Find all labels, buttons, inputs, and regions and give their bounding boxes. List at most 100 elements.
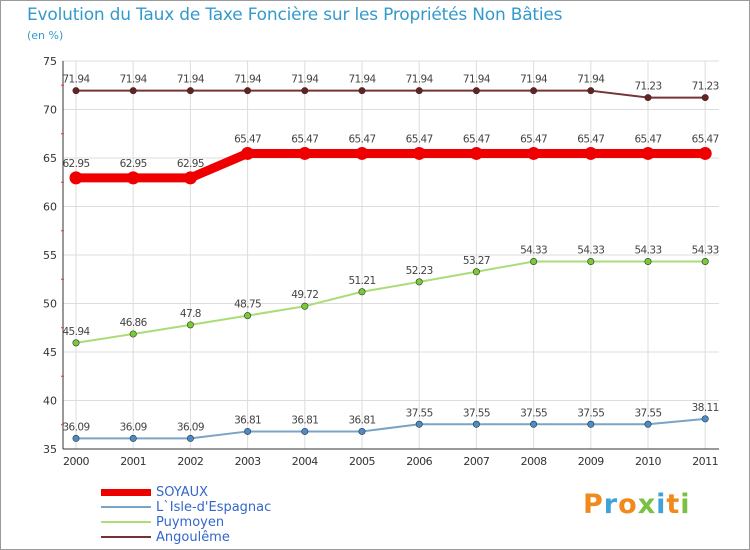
data-label-puymoyen: 52.23 [406,265,433,277]
data-point-angoul-me [186,87,194,95]
data-point-l-isle-d-espagnac [186,434,194,442]
series-line-l-isle-d-espagnac [75,417,707,440]
data-label-soyaux: 65.47 [692,133,719,145]
data-point-puymoyen [301,302,309,310]
data-label-puymoyen: 53.27 [463,255,490,267]
logo-letter: x [637,489,657,520]
legend-swatch-isle-d-espagnac [101,506,151,508]
data-point-soyaux [469,146,483,160]
data-label-puymoyen: 51.21 [348,275,375,287]
data-label-l-isle-d-espagnac: 36.09 [62,421,89,433]
data-label-angoul-me: 71.94 [406,74,434,86]
data-point-l-isle-d-espagnac [530,420,538,428]
data-label-l-isle-d-espagnac: 38.11 [692,402,719,414]
data-point-l-isle-d-espagnac [587,420,595,428]
y-unit-label: (en %) [27,29,64,42]
legend-swatch-soyaux [101,489,151,496]
y-tick-label: 50 [43,298,57,311]
data-label-angoul-me: 71.94 [234,74,262,86]
legend-label-soyaux: SOYAUX [156,485,209,500]
data-point-l-isle-d-espagnac [415,420,423,428]
data-point-l-isle-d-espagnac [472,420,480,428]
data-label-angoul-me: 71.94 [463,74,491,86]
data-point-l-isle-d-espagnac [244,427,252,435]
data-point-angoul-me [472,87,480,95]
legend-swatch-puymoyen [101,521,151,523]
data-point-puymoyen [530,257,538,265]
data-point-l-isle-d-espagnac [129,434,137,442]
data-point-soyaux [126,171,140,185]
data-label-puymoyen: 54.33 [634,244,661,256]
data-label-soyaux: 65.47 [291,133,318,145]
data-point-angoul-me [72,87,80,95]
data-point-puymoyen [72,339,80,347]
data-point-l-isle-d-espagnac [644,420,652,428]
data-point-soyaux [641,146,655,160]
logo-letter: i [680,489,691,520]
data-label-soyaux: 65.47 [463,133,490,145]
data-label-l-isle-d-espagnac: 37.55 [577,407,604,419]
y-tick-label: 40 [43,395,57,408]
series-line-angoul-me [75,89,707,99]
data-label-l-isle-d-espagnac: 36.09 [177,421,204,433]
x-tick-label: 2005 [349,455,375,468]
x-tick-label: 2010 [635,455,661,468]
data-point-angoul-me [644,94,652,102]
data-label-soyaux: 65.47 [520,133,547,145]
data-label-puymoyen: 47.8 [180,308,201,320]
logo-letter: r [603,489,619,520]
logo-letter: o [618,489,638,520]
data-point-angoul-me [129,87,137,95]
data-point-angoul-me [587,87,595,95]
data-label-soyaux: 62.95 [120,158,147,170]
legend-label-isle-d-espagnac: L`Isle-d'Espagnac [156,500,272,515]
data-label-angoul-me: 71.94 [120,74,148,86]
data-point-puymoyen [472,268,480,276]
data-label-angoul-me: 71.23 [634,81,661,93]
chart-title: Evolution du Taux de Taxe Foncière sur l… [27,5,563,25]
data-label-angoul-me: 71.94 [177,74,205,86]
data-point-puymoyen [644,257,652,265]
data-label-soyaux: 65.47 [406,133,433,145]
data-point-angoul-me [301,87,309,95]
data-point-soyaux [355,146,369,160]
series-line-puymoyen [75,260,707,344]
logo-letter: i [656,489,667,520]
legend-label-puymoyen: Puymoyen [156,515,225,530]
data-label-angoul-me: 71.23 [692,81,719,93]
series-line-soyaux [71,148,710,183]
data-label-l-isle-d-espagnac: 37.55 [634,407,661,419]
data-label-puymoyen: 54.33 [520,244,547,256]
data-label-puymoyen: 54.33 [692,244,719,256]
data-point-angoul-me [530,87,538,95]
data-label-angoul-me: 71.94 [348,74,376,86]
data-label-angoul-me: 71.94 [291,74,319,86]
data-point-puymoyen [701,257,709,265]
data-label-soyaux: 62.95 [62,158,89,170]
data-point-soyaux [527,146,541,160]
x-tick-label: 2008 [521,455,547,468]
x-tick-label: 2009 [578,455,604,468]
data-point-angoul-me [415,87,423,95]
data-label-puymoyen: 45.94 [62,326,90,338]
data-point-l-isle-d-espagnac [301,427,309,435]
data-point-puymoyen [244,312,252,320]
y-tick-label: 55 [43,249,57,262]
data-point-l-isle-d-espagnac [358,427,366,435]
data-point-puymoyen [358,288,366,296]
data-point-angoul-me [244,87,252,95]
x-tick-label: 2006 [406,455,432,468]
data-point-soyaux [183,171,197,185]
data-label-puymoyen: 48.75 [234,299,261,311]
data-label-l-isle-d-espagnac: 36.09 [120,421,147,433]
data-point-soyaux [298,146,312,160]
y-tick-label: 65 [43,152,57,165]
x-tick-label: 2001 [120,455,146,468]
x-tick-label: 2011 [692,455,718,468]
data-label-angoul-me: 71.94 [577,74,605,86]
y-tick-label: 60 [43,201,57,214]
data-point-l-isle-d-espagnac [72,434,80,442]
data-label-puymoyen: 54.33 [577,244,604,256]
